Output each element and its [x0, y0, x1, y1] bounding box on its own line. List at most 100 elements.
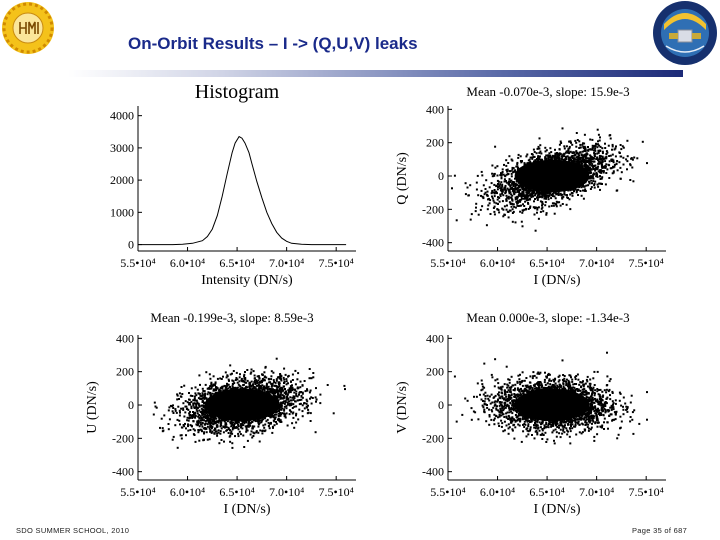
scatter-point — [563, 192, 566, 195]
scatter-point — [290, 399, 293, 402]
scatter-point — [517, 185, 520, 188]
scatter-point — [519, 210, 522, 213]
scatter-point — [587, 148, 590, 151]
scatter-point — [254, 419, 257, 422]
scatter-point — [525, 191, 528, 194]
scatter-point — [172, 435, 175, 438]
scatter-point — [501, 183, 504, 186]
scatter-point — [522, 209, 525, 212]
scatter-point — [585, 159, 588, 162]
scatter-point — [231, 428, 234, 431]
scatter-point — [488, 197, 490, 200]
scatter-point — [626, 160, 629, 163]
scatter-point — [596, 183, 599, 186]
scatter-point — [231, 446, 234, 449]
scatter-point — [536, 198, 539, 201]
scatter-point — [261, 374, 264, 376]
scatter-point — [215, 386, 218, 389]
scatter-point — [185, 434, 187, 437]
scatter-point — [288, 400, 291, 403]
scatter-point — [505, 164, 508, 167]
scatter-point — [524, 187, 527, 190]
scatter-point — [243, 422, 246, 425]
scatter-point — [545, 191, 548, 194]
scatter-point — [310, 396, 313, 399]
scatter-point — [224, 371, 227, 374]
scatter-point — [614, 155, 617, 158]
x-tick-label: 6.0•10⁴ — [170, 256, 205, 270]
scatter-point — [284, 415, 287, 418]
scatter-point — [541, 204, 543, 207]
scatter-point — [510, 175, 513, 178]
scatter-point — [198, 374, 201, 377]
scatter-point — [521, 197, 524, 200]
scatter-point — [197, 415, 200, 418]
scatter-point — [308, 377, 311, 380]
scatter-point — [188, 402, 191, 405]
scatter-point — [293, 405, 296, 408]
scatter-point — [508, 201, 511, 204]
scatter-point — [208, 373, 211, 376]
scatter-point — [299, 380, 302, 383]
scatter-point — [507, 162, 510, 164]
scatter-point — [298, 393, 300, 396]
scatter-point — [183, 415, 186, 418]
scatter-point — [555, 193, 558, 196]
scatter-point — [294, 388, 296, 391]
scatter-point — [517, 194, 520, 197]
scatter-point — [276, 389, 279, 391]
scatter-point — [223, 426, 225, 428]
scatter-point — [573, 151, 576, 154]
scatter-point — [291, 407, 294, 409]
scatter-point — [476, 174, 479, 177]
scatter-point — [219, 432, 222, 435]
scatter-point — [176, 418, 179, 421]
scatter-point — [521, 211, 524, 214]
scatter-point — [525, 189, 527, 192]
scatter-point — [198, 409, 201, 412]
scatter-point — [545, 158, 548, 161]
scatter-point — [578, 154, 581, 157]
scatter-point — [272, 371, 275, 374]
scatter-point — [525, 196, 528, 198]
scatter-point — [280, 375, 283, 378]
scatter-point — [284, 401, 287, 404]
scatter-point — [589, 148, 592, 151]
scatter-point — [594, 168, 597, 171]
scatter-point — [523, 163, 526, 166]
scatter-point — [215, 389, 218, 392]
scatter-point — [551, 154, 554, 157]
scatter-point — [501, 188, 504, 191]
scatter-point — [275, 421, 277, 423]
scatter-point — [194, 392, 197, 395]
scatter-point — [312, 372, 315, 374]
scatter-point — [560, 158, 563, 160]
scatter-point — [593, 152, 596, 154]
scatter-point — [186, 407, 189, 410]
scatter-point — [497, 183, 499, 185]
scatter-point — [602, 171, 605, 174]
scatter-point — [216, 425, 219, 428]
scatter-point — [491, 197, 494, 200]
scatter-point — [279, 376, 282, 379]
scatter-point — [524, 200, 527, 203]
scatter-point — [622, 146, 625, 149]
scatter-point — [600, 177, 603, 180]
scatter-point — [475, 188, 478, 191]
scatter-point — [174, 409, 177, 412]
scatter-point — [556, 154, 559, 157]
scatter-point — [531, 153, 534, 156]
scatter-point — [498, 200, 501, 203]
scatter-point — [581, 159, 584, 161]
scatter-point — [315, 400, 317, 403]
scatter-point — [519, 200, 522, 202]
scatter-point — [284, 388, 286, 390]
scatter-point — [195, 394, 198, 397]
scatter-point — [561, 203, 564, 205]
scatter-point — [593, 165, 596, 168]
scatter-point — [555, 205, 558, 208]
scatter-point — [599, 150, 602, 152]
scatter-point — [506, 187, 509, 190]
scatter-point — [226, 375, 229, 378]
scatter-point — [499, 193, 502, 196]
